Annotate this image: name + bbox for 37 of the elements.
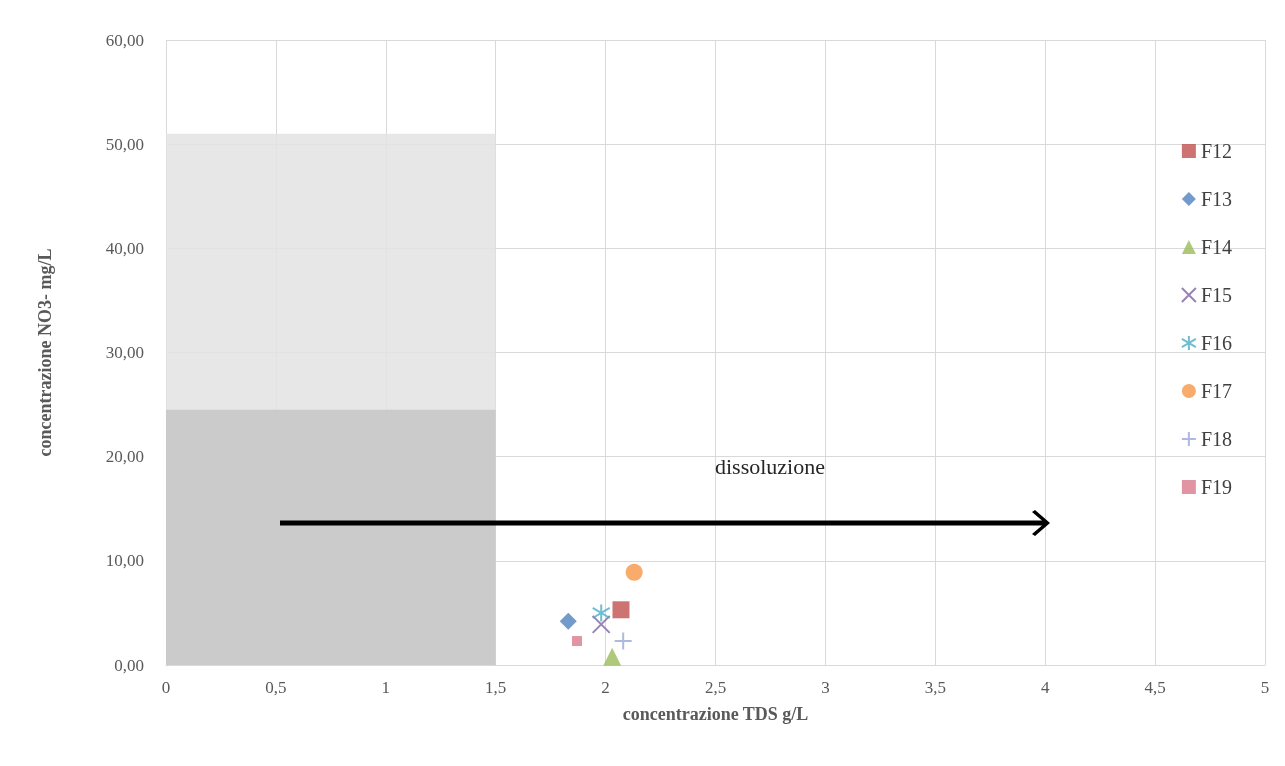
x-tick-label: 4	[1040, 678, 1050, 697]
y-tick-label: 40,00	[105, 238, 144, 258]
legend-label: F15	[1200, 284, 1232, 306]
legend-label: F14	[1200, 236, 1232, 258]
x-tick-label: 2	[601, 678, 610, 697]
point	[591, 603, 611, 623]
x-tick-label: 1,5	[485, 678, 507, 697]
x-tick-label: 0,5	[265, 678, 287, 697]
legend-label: F18	[1200, 428, 1232, 450]
y-tick-label: 30,00	[105, 343, 144, 362]
point	[603, 647, 622, 666]
legend-label: F13	[1200, 188, 1232, 210]
x-tick-label: 0	[161, 678, 171, 697]
y-tick-label: 10,00	[105, 551, 144, 571]
y-tick-label: 50,00	[105, 134, 144, 154]
point	[572, 636, 583, 647]
point	[625, 563, 643, 581]
legend-label: F12	[1200, 140, 1232, 162]
legend-label: F19	[1200, 476, 1232, 498]
y-tick-label: 60,00	[105, 30, 144, 50]
x-tick-label: 2,5	[704, 678, 727, 697]
point	[612, 601, 630, 619]
point	[559, 612, 577, 630]
x-tick-label: 5	[1260, 678, 1270, 697]
legend-label: F17	[1200, 380, 1232, 402]
x-tick-label: 3	[821, 678, 830, 697]
y-tick-label: 20,00	[105, 447, 144, 467]
y-axis-title: concentrazione NO3- mg/L	[35, 248, 55, 457]
x-tick-label: 4,5	[1144, 678, 1166, 697]
annotation: dissoluzione	[715, 453, 825, 479]
x-axis-title: concentrazione TDS g/L	[622, 704, 809, 724]
y-tick-label: 0,00	[114, 655, 144, 675]
x-tick-label: 1	[381, 678, 391, 697]
x-tick-label: 3,5	[924, 678, 946, 697]
point	[613, 631, 633, 651]
point	[591, 614, 611, 634]
legend-label: F16	[1200, 332, 1232, 354]
